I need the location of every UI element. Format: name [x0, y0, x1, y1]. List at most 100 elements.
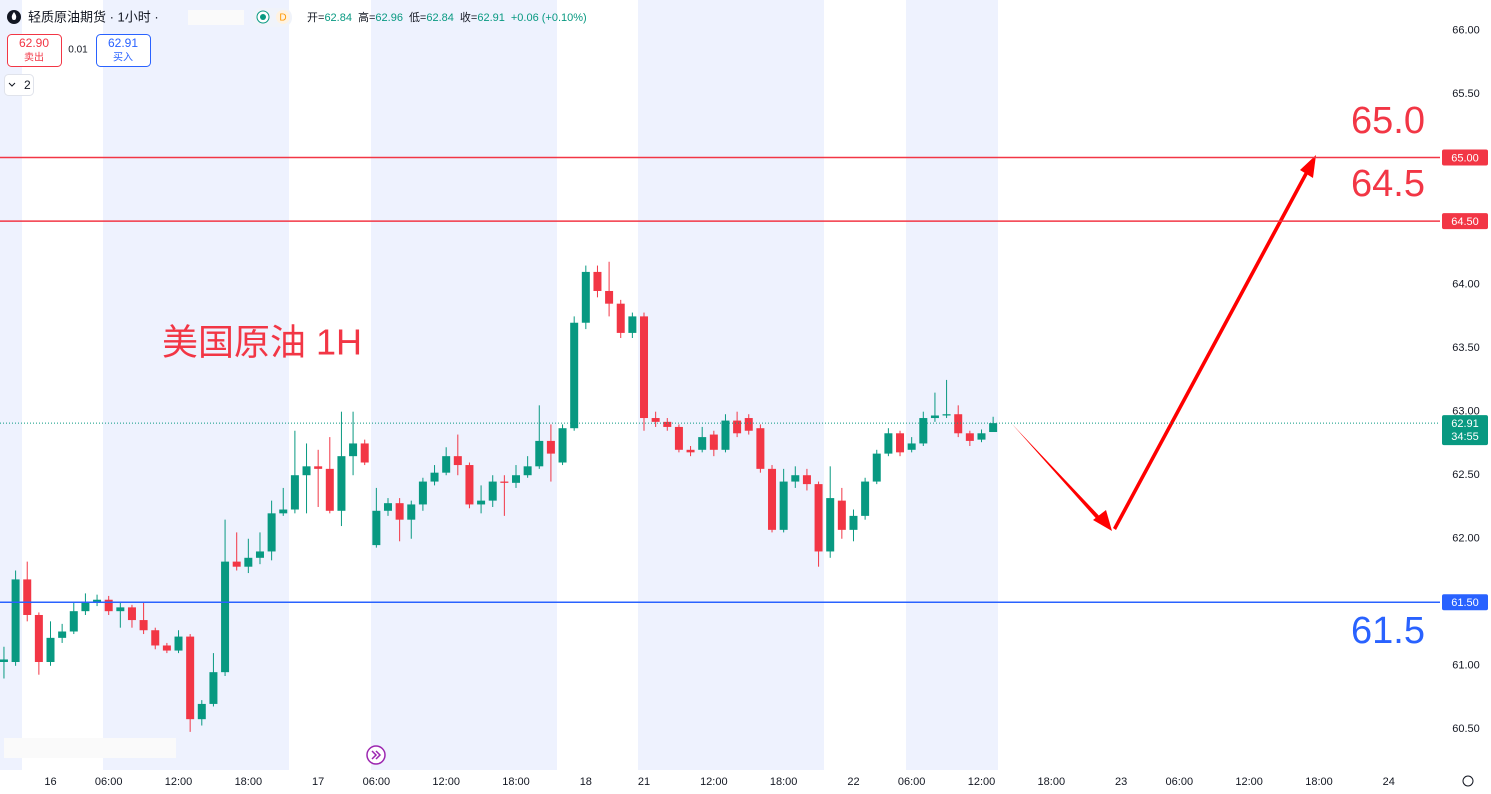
candle-body — [383, 503, 392, 511]
candle-body — [162, 645, 171, 651]
level-tag — [1442, 594, 1488, 611]
candle-body — [500, 481, 509, 483]
symbol: 轻质原油期货 · 1小时 · — [28, 9, 159, 24]
candle-body — [221, 561, 230, 673]
ohlc-value: 62.84 — [426, 12, 454, 24]
level-label: 64.50 — [1451, 216, 1479, 228]
candle-body — [872, 453, 881, 482]
buy-button[interactable] — [96, 34, 151, 67]
candle-body — [977, 433, 986, 440]
arrow-head — [1300, 155, 1316, 178]
ohlc-label: 开= — [307, 12, 324, 24]
arrow-head — [1093, 510, 1112, 531]
candle-body — [488, 481, 497, 501]
x-tick-label: 24 — [1383, 776, 1395, 788]
candle-body — [186, 636, 195, 720]
candle-body — [907, 443, 916, 450]
candle-body — [116, 607, 125, 612]
settings-icon[interactable] — [1462, 775, 1474, 787]
sell-button[interactable] — [7, 34, 62, 67]
candle-body — [651, 418, 660, 422]
candle-body — [465, 465, 474, 505]
candle-body — [418, 481, 427, 505]
level-tag — [1442, 149, 1488, 166]
level-label: 61.50 — [1451, 597, 1479, 609]
candle-body — [698, 437, 707, 450]
candle-body — [325, 468, 334, 511]
x-tick-label: 18:00 — [770, 776, 798, 788]
candle-body — [919, 418, 928, 444]
candle-body — [23, 579, 32, 615]
bid-label: 卖出 — [24, 51, 44, 64]
candle-body — [721, 420, 730, 450]
candle-body — [255, 551, 264, 558]
y-tick-label: 63.00 — [1452, 406, 1480, 418]
candle-body — [477, 500, 486, 505]
candle-body — [127, 607, 136, 621]
candle-body — [570, 322, 579, 429]
ohlc-value: 62.84 — [324, 12, 352, 24]
candle-body — [302, 466, 311, 476]
candle-body — [267, 513, 276, 552]
candle-body — [442, 456, 451, 473]
candle-body — [616, 303, 625, 333]
candle-body — [791, 475, 800, 482]
candle-body — [395, 503, 404, 520]
bid: 62.90 — [19, 36, 49, 50]
arrow-up — [1113, 170, 1309, 530]
candle-body — [34, 614, 43, 662]
candle-body — [861, 481, 870, 516]
y-tick-label: 60.50 — [1452, 723, 1480, 735]
candle-body — [733, 420, 742, 434]
x-tick-label: 12:00 — [1235, 776, 1263, 788]
annotation: 65.0 — [1351, 100, 1425, 142]
x-tick-label: 12:00 — [968, 776, 996, 788]
x-tick-label: 18:00 — [502, 776, 530, 788]
change: +0.06 (+0.10%) — [511, 12, 587, 24]
candle-body — [628, 316, 637, 333]
badge-label: D — [279, 13, 286, 24]
ohlc-value: 62.96 — [375, 12, 403, 24]
candle-body — [640, 316, 649, 419]
status-dot — [260, 14, 266, 20]
x-tick-label: 12:00 — [700, 776, 728, 788]
blur — [4, 738, 176, 758]
y-tick-label: 61.00 — [1452, 660, 1480, 672]
countdown: 34:55 — [1451, 431, 1479, 443]
logo-drop — [11, 12, 17, 20]
candle-body — [290, 475, 299, 510]
candle-body — [349, 443, 358, 457]
candle-body — [81, 602, 90, 612]
candle-body — [46, 637, 55, 662]
annotation: 61.5 — [1351, 610, 1425, 652]
candle-body — [360, 443, 369, 463]
y-tick-label: 64.00 — [1452, 279, 1480, 291]
candle-body — [279, 509, 288, 514]
candle-body — [372, 510, 381, 546]
candle-body — [139, 620, 148, 631]
x-tick-label: 18:00 — [1038, 776, 1066, 788]
level-tag — [1442, 213, 1488, 230]
candle-body — [104, 599, 113, 612]
x-tick-label: 22 — [847, 776, 859, 788]
session-band — [638, 0, 824, 770]
x-tick-label: 06:00 — [363, 776, 391, 788]
last-price-label: 62.91 — [1451, 418, 1479, 430]
candle-body — [197, 703, 206, 720]
y-tick-label: 63.50 — [1452, 342, 1480, 354]
candle-body — [558, 428, 567, 463]
candle-body — [942, 414, 951, 416]
candle-body — [930, 415, 939, 419]
candle-body — [674, 426, 683, 450]
candle-body — [884, 433, 893, 454]
candle-body — [826, 498, 835, 552]
candle-body — [686, 449, 695, 453]
spread: 0.01 — [68, 45, 88, 56]
y-tick-label: 66.00 — [1452, 24, 1480, 36]
chevron — [8, 82, 16, 87]
ohlc-value: 62.91 — [477, 12, 505, 24]
collapse-button[interactable] — [4, 74, 34, 96]
candle-body — [546, 440, 555, 454]
candle-body — [896, 433, 905, 453]
